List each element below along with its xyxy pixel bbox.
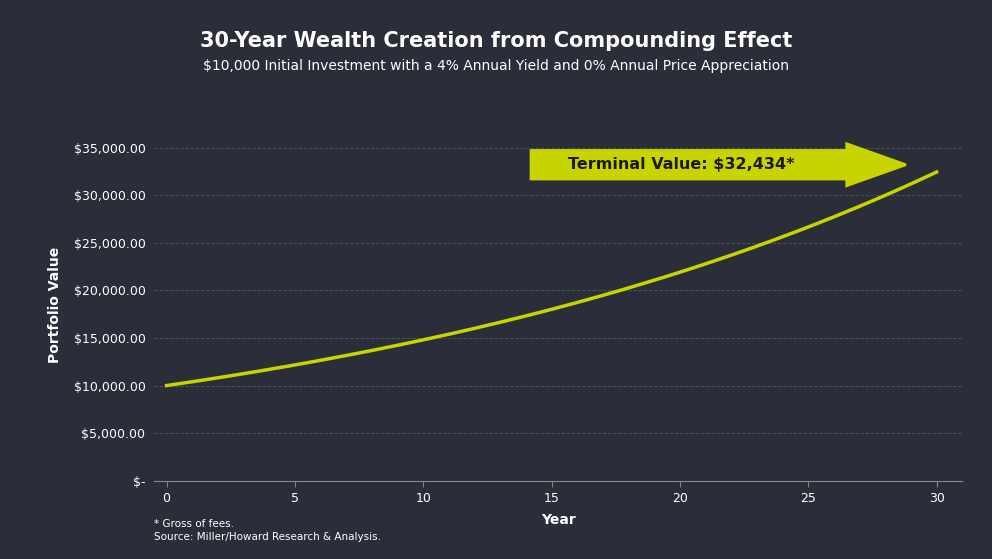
Text: $10,000 Initial Investment with a 4% Annual Yield and 0% Annual Price Appreciati: $10,000 Initial Investment with a 4% Ann… [203,59,789,73]
Text: 30-Year Wealth Creation from Compounding Effect: 30-Year Wealth Creation from Compounding… [199,31,793,51]
Text: Terminal Value: $32,434*: Terminal Value: $32,434* [568,157,795,172]
Text: Source: Miller/Howard Research & Analysis.: Source: Miller/Howard Research & Analysi… [154,532,381,542]
Polygon shape [531,144,906,186]
Y-axis label: Portfolio Value: Portfolio Value [49,247,62,363]
X-axis label: Year: Year [541,513,575,527]
Text: * Gross of fees.: * Gross of fees. [154,519,234,529]
